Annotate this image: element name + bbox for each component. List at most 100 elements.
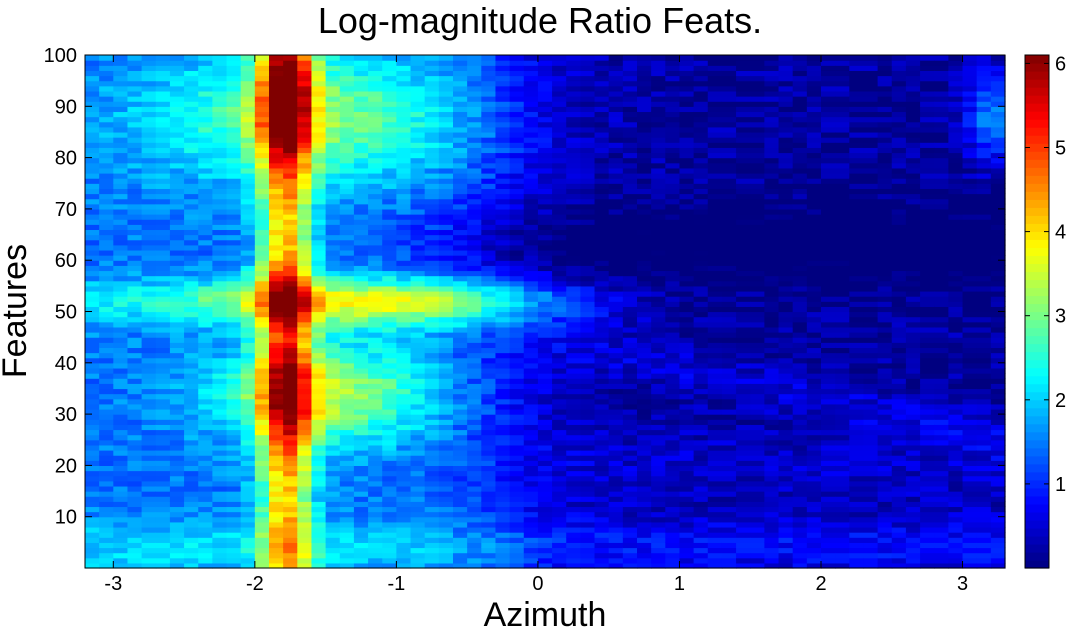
heatmap-cell bbox=[198, 121, 213, 128]
heatmap-cell bbox=[721, 516, 737, 523]
heatmap-cell bbox=[155, 255, 171, 261]
heatmap-cell bbox=[665, 547, 681, 554]
heatmap-cell bbox=[438, 280, 454, 287]
heatmap-cell bbox=[240, 275, 256, 282]
heatmap-cell bbox=[212, 537, 228, 543]
heatmap-cell bbox=[608, 470, 624, 477]
heatmap-cell bbox=[240, 147, 256, 154]
heatmap-cell bbox=[665, 506, 681, 513]
heatmap-cell bbox=[736, 280, 751, 287]
heatmap-cell bbox=[283, 306, 298, 313]
heatmap-cell bbox=[184, 275, 199, 282]
heatmap-cell bbox=[778, 562, 794, 569]
heatmap-cell bbox=[637, 275, 652, 282]
heatmap-cell bbox=[467, 178, 482, 184]
heatmap-cell bbox=[608, 475, 624, 482]
heatmap-cell bbox=[693, 480, 709, 487]
heatmap-cell bbox=[113, 244, 129, 251]
heatmap-cell bbox=[297, 491, 313, 497]
heatmap-cell bbox=[410, 137, 426, 143]
heatmap-cell bbox=[608, 157, 624, 164]
heatmap-cell bbox=[778, 557, 794, 564]
heatmap-cell bbox=[637, 157, 652, 164]
heatmap-cell bbox=[707, 244, 723, 251]
heatmap-cell bbox=[297, 383, 313, 390]
heatmap-cell bbox=[736, 75, 751, 82]
heatmap-cell bbox=[396, 265, 412, 272]
heatmap-cell bbox=[113, 367, 129, 374]
heatmap-cell bbox=[707, 229, 723, 236]
heatmap-cell bbox=[325, 70, 341, 77]
heatmap-cell bbox=[212, 408, 228, 415]
heatmap-cell bbox=[438, 131, 454, 138]
heatmap-cell bbox=[453, 152, 468, 159]
heatmap-cell bbox=[113, 511, 129, 518]
heatmap-cell bbox=[637, 198, 652, 205]
heatmap-cell bbox=[537, 475, 553, 482]
heatmap-cell bbox=[382, 90, 397, 97]
heatmap-cell bbox=[509, 434, 525, 441]
heatmap-cell bbox=[127, 229, 143, 236]
heatmap-cell bbox=[580, 280, 596, 287]
heatmap-cell bbox=[467, 542, 482, 549]
heatmap-cell bbox=[339, 193, 355, 200]
heatmap-cell bbox=[212, 532, 228, 538]
heatmap-cell bbox=[679, 526, 695, 533]
heatmap-cell bbox=[736, 234, 751, 241]
heatmap-cell bbox=[552, 178, 567, 184]
heatmap-cell bbox=[637, 419, 652, 425]
heatmap-cell bbox=[184, 152, 199, 159]
heatmap-cell bbox=[184, 178, 199, 184]
heatmap-cell bbox=[141, 316, 157, 323]
heatmap-cell bbox=[396, 55, 412, 61]
heatmap-cell bbox=[410, 347, 426, 354]
heatmap-cell bbox=[736, 347, 751, 354]
heatmap-cell bbox=[382, 521, 397, 528]
heatmap-cell bbox=[608, 357, 624, 364]
heatmap-cell bbox=[99, 178, 114, 184]
heatmap-cell bbox=[467, 326, 482, 333]
heatmap-cell bbox=[283, 342, 298, 349]
heatmap-cell bbox=[240, 532, 256, 538]
heatmap-cell bbox=[594, 214, 610, 220]
heatmap-cell bbox=[311, 101, 327, 107]
heatmap-cell bbox=[339, 547, 355, 554]
heatmap-cell bbox=[198, 116, 213, 123]
heatmap-cell bbox=[608, 388, 624, 395]
heatmap-cell bbox=[410, 147, 426, 154]
heatmap-cell bbox=[608, 60, 624, 66]
heatmap-cell bbox=[608, 501, 624, 508]
heatmap-cell bbox=[467, 131, 482, 138]
heatmap-cell bbox=[382, 367, 397, 374]
heatmap-cell bbox=[325, 475, 341, 482]
heatmap-cell bbox=[339, 516, 355, 523]
heatmap-cell bbox=[453, 142, 468, 148]
heatmap-cell bbox=[297, 501, 313, 508]
heatmap-cell bbox=[665, 244, 681, 251]
heatmap-cell bbox=[382, 450, 397, 456]
heatmap-cell bbox=[481, 90, 497, 97]
heatmap-cell bbox=[113, 147, 129, 154]
heatmap-cell bbox=[99, 367, 114, 374]
heatmap-cell bbox=[325, 408, 341, 415]
heatmap-cell bbox=[396, 316, 412, 323]
heatmap-cell bbox=[99, 398, 114, 405]
heatmap-cell bbox=[750, 521, 765, 528]
heatmap-cell bbox=[523, 491, 539, 497]
heatmap-cell bbox=[382, 316, 397, 323]
heatmap-cell bbox=[438, 434, 454, 441]
heatmap-cell bbox=[509, 475, 525, 482]
heatmap-cell bbox=[297, 162, 313, 169]
heatmap-cell bbox=[113, 516, 129, 523]
heatmap-cell bbox=[396, 111, 412, 118]
heatmap-cell bbox=[311, 296, 327, 302]
heatmap-cell bbox=[269, 444, 284, 451]
heatmap-cell bbox=[764, 455, 780, 461]
heatmap-cell bbox=[269, 542, 284, 549]
heatmap-cell bbox=[184, 203, 199, 210]
heatmap-cell bbox=[637, 562, 652, 569]
heatmap-cell bbox=[721, 347, 737, 354]
heatmap-cell bbox=[424, 506, 440, 513]
heatmap-cell bbox=[580, 290, 596, 297]
heatmap-cell bbox=[339, 275, 355, 282]
